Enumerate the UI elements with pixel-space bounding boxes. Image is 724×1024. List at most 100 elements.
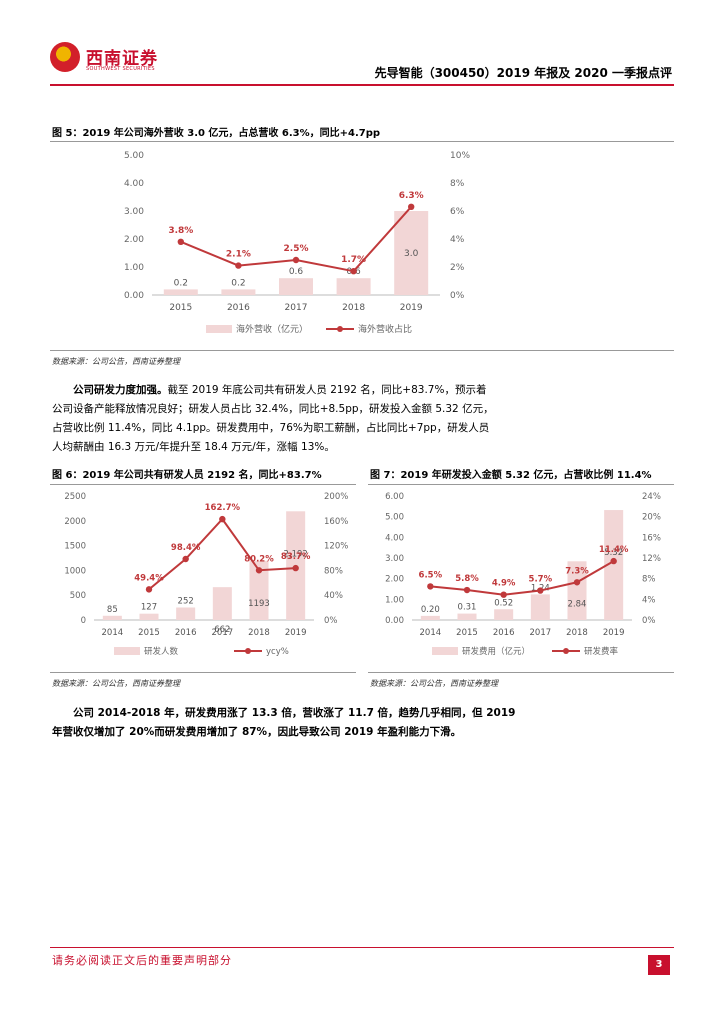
line-point bbox=[255, 567, 263, 574]
line-value-label: 1.7% bbox=[341, 255, 366, 265]
line-point bbox=[427, 583, 434, 590]
line-point bbox=[610, 557, 617, 565]
bar bbox=[212, 587, 232, 620]
right-axis-tick-label: 0% bbox=[324, 616, 338, 626]
header-divider bbox=[50, 84, 674, 86]
line-point bbox=[350, 268, 357, 275]
bar-value-label: 5.32 bbox=[604, 548, 623, 558]
legend-bar-swatch bbox=[206, 325, 232, 333]
x-axis-tick-label: 2018 bbox=[342, 303, 365, 313]
right-axis-tick-label: 120% bbox=[324, 542, 348, 552]
bar bbox=[176, 607, 196, 620]
fig7-top-rule bbox=[368, 484, 674, 485]
line-point bbox=[573, 579, 581, 586]
right-axis-tick-label: 8% bbox=[642, 575, 656, 585]
x-axis-tick-label: 2019 bbox=[400, 303, 423, 313]
left-axis-tick-label: 0.00 bbox=[124, 291, 144, 301]
bar bbox=[394, 211, 429, 295]
left-axis-tick-label: 2.00 bbox=[124, 235, 144, 245]
left-axis-tick-label: 5.00 bbox=[124, 151, 144, 161]
bar bbox=[279, 278, 313, 295]
line-point bbox=[235, 262, 242, 269]
bar bbox=[604, 510, 624, 620]
x-axis-tick-label: 2017 bbox=[530, 628, 552, 638]
legend-line-marker bbox=[337, 326, 343, 332]
fig5-bottom-rule bbox=[50, 350, 674, 351]
legend-line-label: 研发费率 bbox=[584, 646, 619, 657]
fig6-top-rule bbox=[50, 484, 356, 485]
x-axis-tick-label: 2018 bbox=[566, 628, 588, 638]
line-value-label: 80.2% bbox=[244, 554, 274, 564]
bar bbox=[336, 278, 371, 295]
line-point bbox=[537, 587, 544, 594]
bar bbox=[221, 289, 256, 295]
line-point bbox=[500, 591, 507, 598]
left-axis-tick-label: 1.00 bbox=[124, 263, 144, 273]
bar bbox=[567, 561, 587, 620]
logo-name-cn: 西南证券 bbox=[86, 49, 158, 69]
bar-value-label: 0.31 bbox=[458, 603, 477, 613]
right-axis-tick-label: 10% bbox=[450, 151, 470, 161]
line-value-label: 3.8% bbox=[168, 226, 193, 236]
x-axis-tick-label: 2016 bbox=[175, 628, 197, 638]
left-axis-tick-label: 500 bbox=[70, 591, 86, 601]
line-value-label: 11.4% bbox=[599, 545, 629, 555]
bar bbox=[163, 289, 198, 295]
line-value-label: 2.5% bbox=[284, 244, 309, 254]
fig6-source: 数据来源：公司公告，西南证券整理 bbox=[52, 679, 180, 688]
fig5-title: 图 5：2019 年公司海外营收 3.0 亿元，占总营收 6.3%，同比+4.7… bbox=[52, 128, 381, 139]
legend-line-label: 海外营收占比 bbox=[358, 323, 412, 335]
para1-line-1: 截至 2019 年底公司共有研发人员 2192 名，同比+83.7%，预示着 bbox=[167, 384, 487, 396]
right-axis-tick-label: 12% bbox=[642, 554, 661, 564]
right-axis-tick-label: 200% bbox=[324, 492, 348, 502]
right-axis-tick-label: 24% bbox=[642, 492, 661, 502]
x-axis-tick-label: 2015 bbox=[138, 628, 160, 638]
left-axis-tick-label: 0 bbox=[81, 616, 86, 626]
bar bbox=[457, 613, 477, 620]
line-point bbox=[408, 203, 415, 210]
x-axis-tick-label: 2016 bbox=[227, 303, 250, 313]
bar-value-label: 0.2 bbox=[174, 278, 188, 288]
bar-value-label: 127 bbox=[141, 603, 157, 613]
bar bbox=[139, 613, 159, 620]
bar bbox=[530, 594, 550, 620]
line-value-label: 4.9% bbox=[492, 579, 516, 589]
right-axis-tick-label: 20% bbox=[642, 513, 661, 523]
legend-bar-label: 海外营收（亿元） bbox=[236, 323, 308, 335]
para1-line-2: 公司设备产能释放情况良好；研发人员占比 32.4%，同比+8.5pp，研发投入金… bbox=[52, 403, 494, 415]
right-axis-tick-label: 6% bbox=[450, 207, 465, 217]
left-axis-tick-label: 3.00 bbox=[385, 554, 404, 564]
right-axis-tick-label: 2% bbox=[450, 263, 465, 273]
line-point bbox=[463, 586, 471, 594]
line-value-label: 6.5% bbox=[419, 570, 443, 580]
left-axis-tick-label: 1000 bbox=[64, 566, 86, 576]
x-axis-tick-label: 2014 bbox=[102, 628, 124, 638]
bar-value-label: 0.20 bbox=[421, 605, 440, 615]
left-axis-tick-label: 1.00 bbox=[385, 595, 404, 605]
bar-value-label: 3.0 bbox=[404, 249, 419, 259]
line-series bbox=[430, 560, 615, 596]
x-axis-tick-label: 2017 bbox=[285, 303, 308, 313]
paragraph-trend: 公司 2014-2018 年，研发费用涨了 13.3 倍，营收涨了 11.7 倍… bbox=[52, 704, 672, 742]
line-value-label: 7.3% bbox=[565, 566, 589, 576]
para1-line-4: 人均薪酬由 16.3 万元/年提升至 18.4 万元/年，涨幅 13%。 bbox=[52, 441, 335, 453]
right-axis-tick-label: 4% bbox=[450, 235, 465, 245]
line-point bbox=[145, 586, 153, 593]
para1-lead: 公司研发力度加强。 bbox=[73, 384, 168, 396]
x-axis-tick-label: 2015 bbox=[456, 628, 478, 638]
line-value-label: 49.4% bbox=[134, 573, 164, 583]
line-value-label: 2.1% bbox=[226, 250, 251, 260]
right-axis-tick-label: 4% bbox=[642, 595, 656, 605]
bar-value-label: 1193 bbox=[248, 599, 270, 609]
right-axis-tick-label: 80% bbox=[324, 566, 343, 576]
fig6-chart: 0 500 1000 1500 2000 2500 0% 40% 80% 120% 160% 200%… bbox=[64, 492, 348, 657]
line-point bbox=[219, 515, 226, 523]
legend-bar-label: 研发人数 bbox=[144, 646, 179, 657]
line-value-label: 162.7% bbox=[205, 503, 241, 513]
left-axis-tick-label: 3.00 bbox=[124, 207, 144, 217]
report-title: 先导智能（300450）2019 年报及 2020 一季报点评 bbox=[374, 66, 672, 80]
line-point bbox=[182, 555, 189, 563]
page-number: 3 bbox=[648, 955, 670, 975]
fig5-source: 数据来源：公司公告，西南证券整理 bbox=[52, 357, 180, 366]
legend-bar-swatch bbox=[432, 647, 458, 655]
